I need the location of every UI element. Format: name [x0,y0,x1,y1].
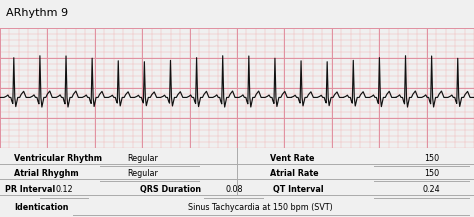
Text: ARhythm 9: ARhythm 9 [6,8,68,18]
Text: 150: 150 [424,169,439,178]
Text: PR Interval: PR Interval [5,185,55,194]
Text: Identication: Identication [14,204,69,212]
Text: Regular: Regular [127,154,158,163]
Text: 0.24: 0.24 [422,185,440,194]
Text: QT Interval: QT Interval [273,185,323,194]
Text: Atrial Rate: Atrial Rate [270,169,319,178]
Text: 0.12: 0.12 [55,185,73,194]
Text: Atrial Rhyghm: Atrial Rhyghm [14,169,79,178]
Text: Vent Rate: Vent Rate [270,154,315,163]
Text: 150: 150 [424,154,439,163]
Text: 0.08: 0.08 [226,185,243,194]
Text: Ventricular Rhythm: Ventricular Rhythm [14,154,102,163]
Text: Regular: Regular [127,169,158,178]
Text: QRS Duration: QRS Duration [140,185,201,194]
Text: Sinus Tachycardia at 150 bpm (SVT): Sinus Tachycardia at 150 bpm (SVT) [188,204,333,212]
